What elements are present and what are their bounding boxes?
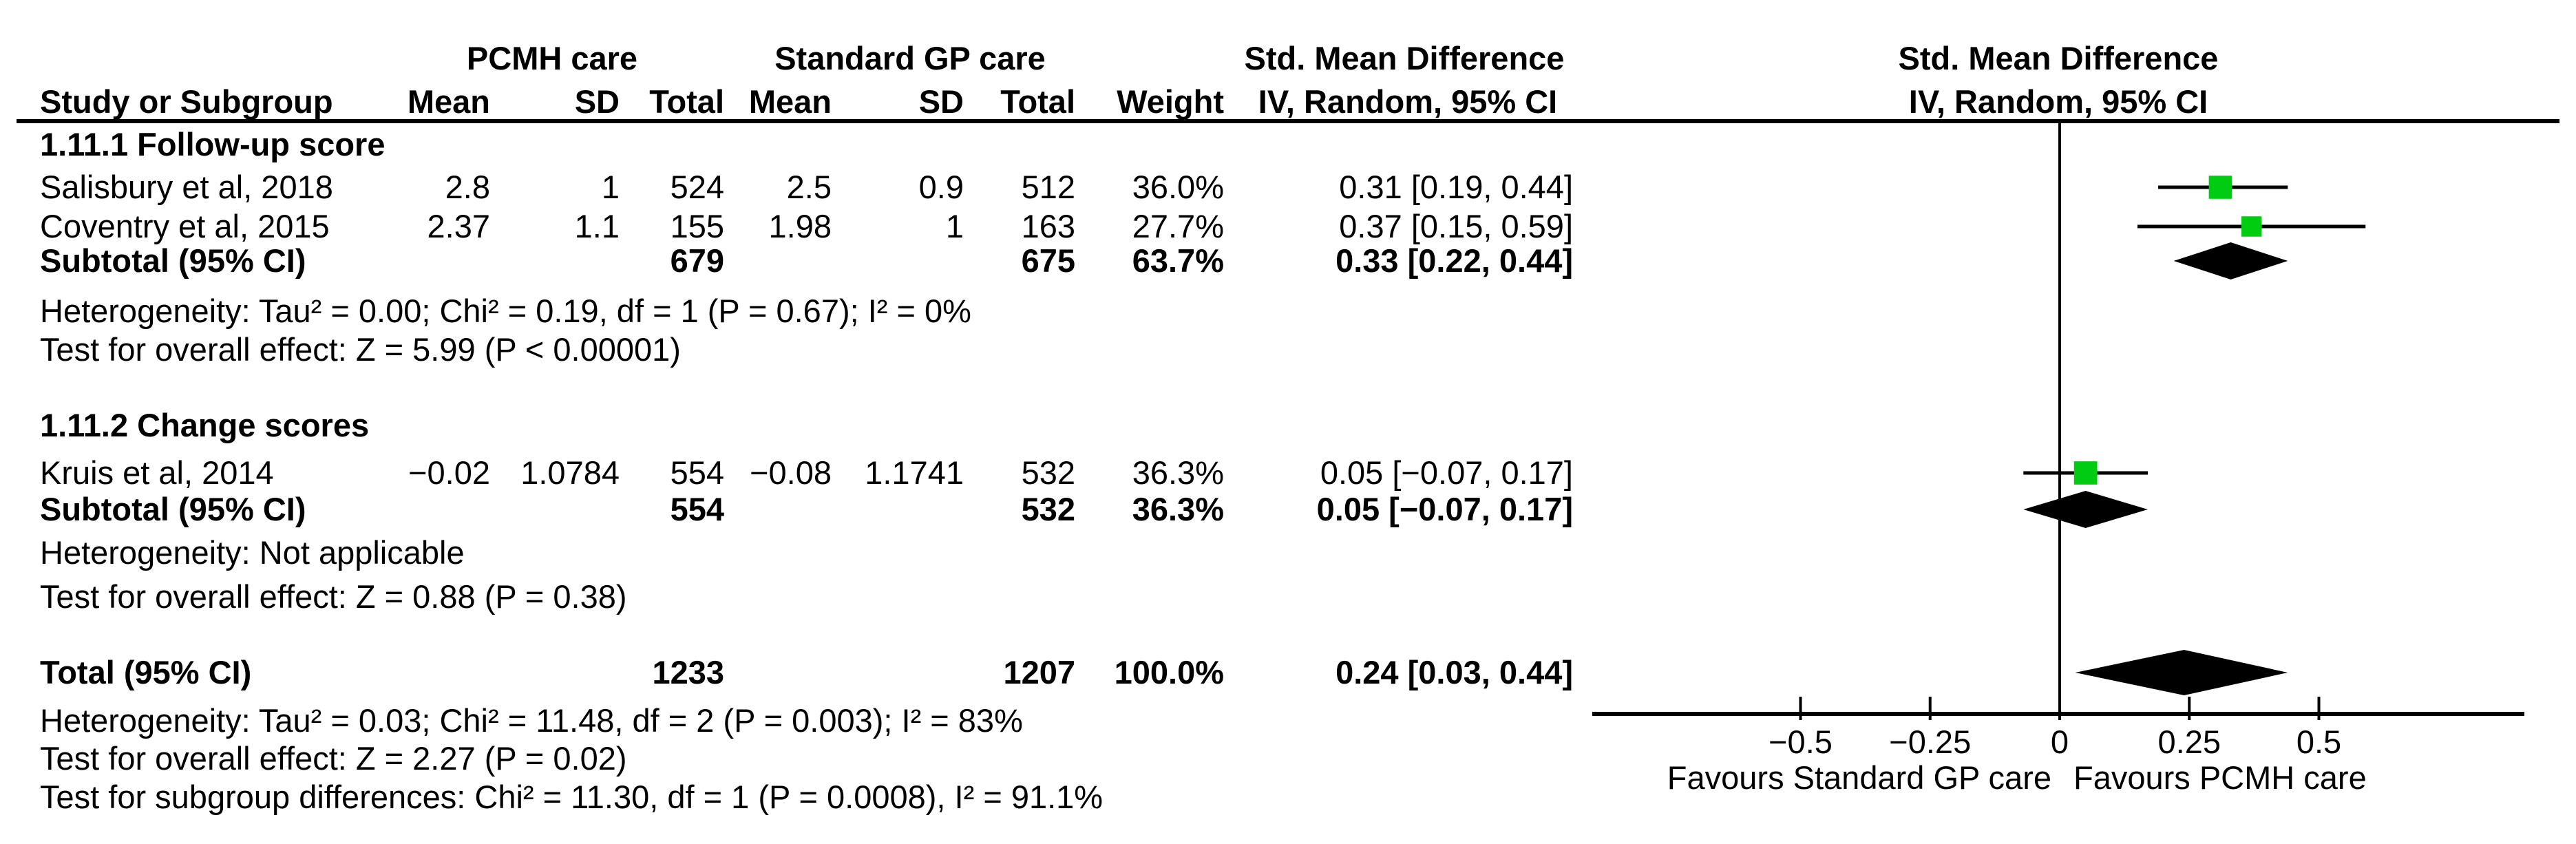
sub1-ci-cell: 0.33 [0.22, 0.44] <box>1335 242 1573 279</box>
axis-tick-label: 0 <box>2050 724 2069 761</box>
sub1-study-cell: Subtotal (95% CI) <box>40 242 306 279</box>
gp-care-group-header: Standard GP care <box>774 40 1046 77</box>
salisbury-mean2-cell: 2.5 <box>786 169 832 206</box>
column-header-total2: Total <box>1000 83 1075 120</box>
column-header-sd1: SD <box>574 83 620 120</box>
smd-graph-column-header-line2: IV, Random, 95% CI <box>1908 83 2208 120</box>
axis-tick <box>2188 697 2191 720</box>
column-header-mean2: Mean <box>748 83 832 120</box>
sub2-study-cell: Subtotal (95% CI) <box>40 491 306 528</box>
axis-tick-label: −0.25 <box>1889 724 1972 761</box>
eff-total-study-cell: Test for overall effect: Z = 2.27 (P = 0… <box>40 740 627 777</box>
total-total2-cell: 1207 <box>1003 654 1075 691</box>
kruis-total2-cell: 532 <box>1021 454 1075 492</box>
coventry-ci-cell: 0.37 [0.15, 0.59] <box>1339 208 1573 245</box>
subgroup-diff-study-cell: Test for subgroup differences: Chi² = 11… <box>40 779 1104 816</box>
salisbury-sd2-cell: 0.9 <box>918 169 964 206</box>
axis-tick-label: 0.5 <box>2296 724 2342 761</box>
column-header-total1: Total <box>649 83 724 120</box>
axis-tick-label: 0.25 <box>2157 724 2221 761</box>
kruis-sd2-cell: 1.1741 <box>865 454 964 492</box>
kruis-mean2-cell: −0.08 <box>750 454 832 492</box>
total-study-cell: Total (95% CI) <box>40 654 252 691</box>
axis-tick <box>2317 697 2321 720</box>
coventry-total1-cell: 155 <box>670 208 724 245</box>
kruis-weight-cell: 36.3% <box>1132 454 1224 492</box>
column-header-weight: Weight <box>1117 83 1224 120</box>
salisbury-study-cell: Salisbury et al, 2018 <box>40 169 333 206</box>
sec1-title-study-cell: 1.11.1 Follow-up score <box>40 126 386 163</box>
coventry-sd2-cell: 1 <box>945 208 964 245</box>
axis-tick <box>2058 697 2061 720</box>
axis-tick <box>1799 697 1802 720</box>
zero-effect-line <box>2058 123 2061 714</box>
het2-study-cell: Heterogeneity: Not applicable <box>40 534 465 571</box>
salisbury-point-marker <box>2208 176 2232 199</box>
kruis-ci-cell: 0.05 [−0.07, 0.17] <box>1320 454 1573 492</box>
salisbury-sd1-cell: 1 <box>601 169 620 206</box>
kruis-sd1-cell: 1.0784 <box>520 454 620 492</box>
total-ci-cell: 0.24 [0.03, 0.44] <box>1335 654 1573 691</box>
coventry-sd1-cell: 1.1 <box>574 208 620 245</box>
sub2-ci-cell: 0.05 [−0.07, 0.17] <box>1316 491 1573 528</box>
smd-graph-column-header-line1: Std. Mean Difference <box>1898 40 2219 77</box>
kruis-study-cell: Kruis et al, 2014 <box>40 454 274 492</box>
axis-tick-label: −0.5 <box>1769 724 1833 761</box>
axis-tick <box>1928 697 1932 720</box>
coventry-weight-cell: 27.7% <box>1132 208 1224 245</box>
smd-text-column-header-line2: IV, Random, 95% CI <box>1258 83 1558 120</box>
column-header-sd2: SD <box>918 83 964 120</box>
coventry-point-marker <box>2241 216 2262 237</box>
salisbury-mean1-cell: 2.8 <box>445 169 490 206</box>
column-header-study: Study or Subgroup <box>40 83 333 120</box>
sec2-title-study-cell: 1.11.2 Change scores <box>40 407 370 444</box>
salisbury-ci-cell: 0.31 [0.19, 0.44] <box>1339 169 1573 206</box>
coventry-mean1-cell: 2.37 <box>427 208 490 245</box>
coventry-mean2-cell: 1.98 <box>768 208 832 245</box>
total-total1-cell: 1233 <box>652 654 724 691</box>
pcmh-care-group-header: PCMH care <box>466 40 638 77</box>
total-weight-cell: 100.0% <box>1114 654 1224 691</box>
favours-right-label: Favours PCMH care <box>2073 759 2367 796</box>
header-separator-line <box>17 119 2559 123</box>
sub2-total2-cell: 532 <box>1021 491 1075 528</box>
sub1-pooled-diamond <box>2173 242 2288 279</box>
smd-text-column-header-line1: Std. Mean Difference <box>1244 40 1565 77</box>
het1-study-cell: Heterogeneity: Tau² = 0.00; Chi² = 0.19,… <box>40 293 971 330</box>
favours-left-label: Favours Standard GP care <box>1667 759 2051 796</box>
sub1-total1-cell: 679 <box>670 242 724 279</box>
salisbury-total1-cell: 524 <box>670 169 724 206</box>
salisbury-total2-cell: 512 <box>1021 169 1075 206</box>
eff1-study-cell: Test for overall effect: Z = 5.99 (P < 0… <box>40 331 681 368</box>
sub2-total1-cell: 554 <box>670 491 724 528</box>
eff2-study-cell: Test for overall effect: Z = 0.88 (P = 0… <box>40 578 627 615</box>
kruis-total1-cell: 554 <box>670 454 724 492</box>
coventry-study-cell: Coventry et al, 2015 <box>40 208 330 245</box>
kruis-mean1-cell: −0.02 <box>408 454 490 492</box>
column-header-mean1: Mean <box>407 83 490 120</box>
total-pooled-diamond <box>2075 650 2288 695</box>
het-total-study-cell: Heterogeneity: Tau² = 0.03; Chi² = 11.48… <box>40 702 1023 739</box>
sub1-total2-cell: 675 <box>1021 242 1075 279</box>
kruis-point-marker <box>2073 461 2098 485</box>
sub2-pooled-diamond <box>2023 491 2149 528</box>
sub1-weight-cell: 63.7% <box>1132 242 1224 279</box>
sub2-weight-cell: 36.3% <box>1132 491 1224 528</box>
salisbury-weight-cell: 36.0% <box>1132 169 1224 206</box>
coventry-total2-cell: 163 <box>1021 208 1075 245</box>
